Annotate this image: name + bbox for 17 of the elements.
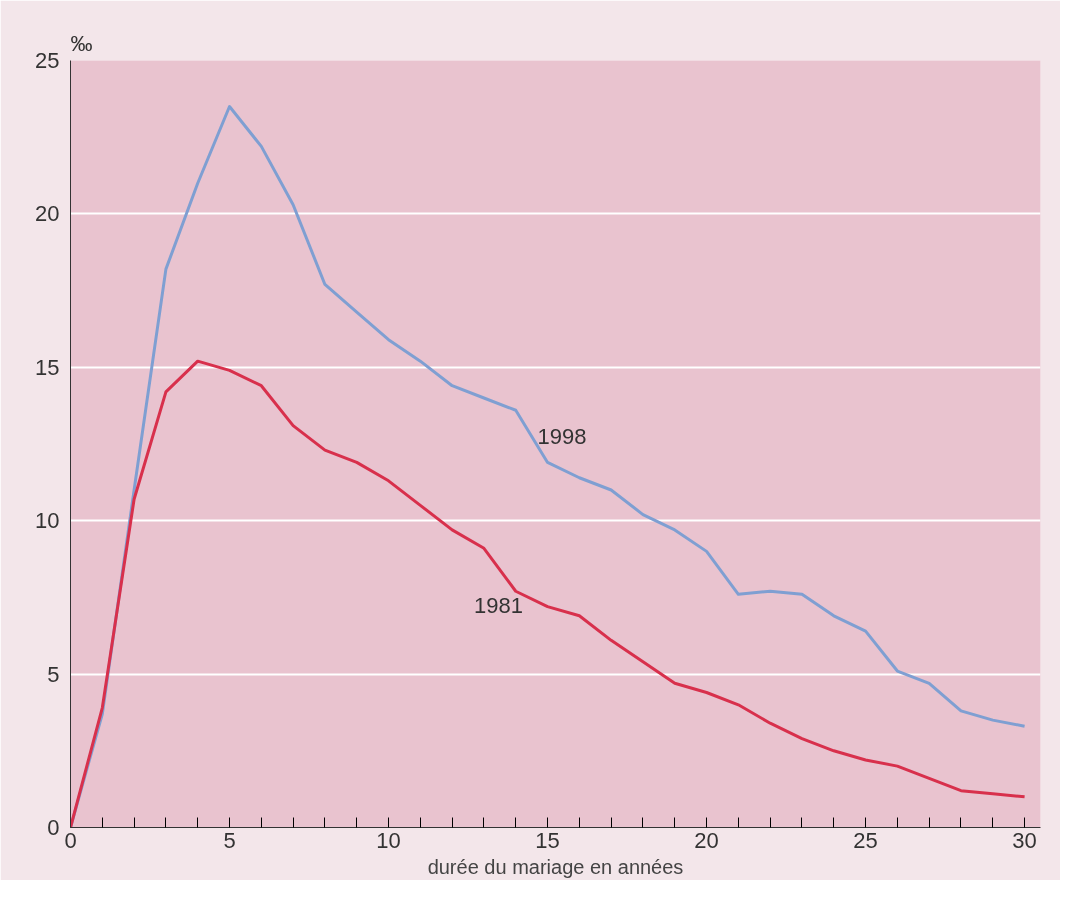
line-series [70,359,1027,828]
y-tick-label: 20 [35,201,60,227]
y-tick-label: 10 [35,508,60,534]
series-label: 1998 [537,424,587,450]
x-tick-label: 15 [535,827,560,853]
x-axis-title: durée du mariage en années [427,855,684,878]
y-axis-title: ‰ [70,30,93,56]
y-tick-label: 5 [47,661,60,687]
y-tick-label: 15 [35,354,60,380]
x-tick-label: 0 [64,827,77,853]
x-tick-label: 5 [223,827,236,853]
series-label: 1981 [473,593,523,619]
x-tick-label: 30 [1012,827,1037,853]
y-tick-label: 25 [35,48,60,73]
x-tick-label: 25 [853,827,878,853]
x-tick-label: 10 [376,827,401,853]
x-tick-label: 20 [694,827,719,853]
